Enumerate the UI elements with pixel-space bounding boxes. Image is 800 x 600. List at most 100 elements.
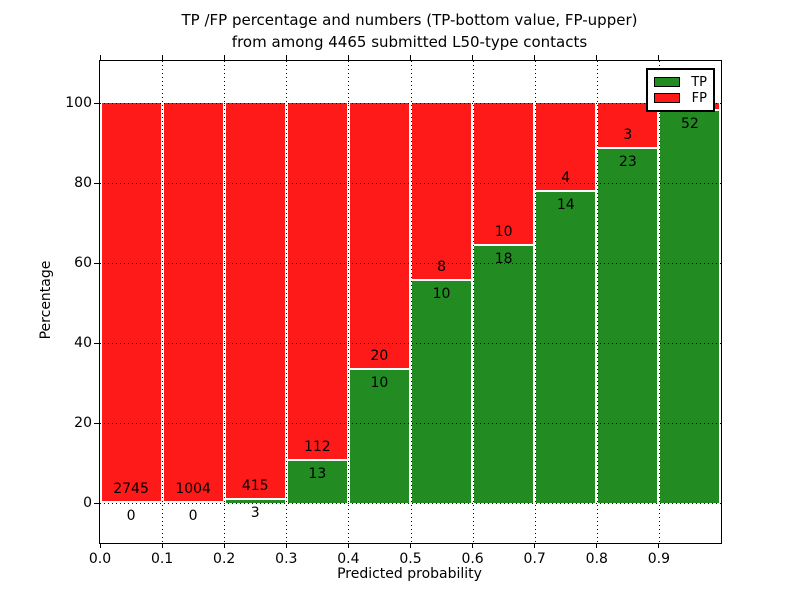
v-gridline	[286, 61, 288, 543]
tp-bar-segment	[536, 191, 596, 503]
legend-label-tp: TP	[691, 74, 707, 90]
x-tick-mark	[161, 55, 163, 60]
x-tick-mark	[347, 55, 349, 60]
v-gridline	[224, 61, 226, 543]
fp-count-label: 3	[623, 127, 633, 144]
x-tick-label: 0.6	[461, 551, 484, 567]
x-tick-mark	[658, 55, 660, 60]
tp-count-label: 23	[618, 154, 637, 171]
tp-bar-segment	[598, 149, 658, 503]
chart-title: TP /FP percentage and numbers (TP-bottom…	[99, 9, 720, 53]
x-tick-mark	[410, 55, 411, 60]
x-tick-mark	[161, 543, 163, 548]
x-tick-label: 0.8	[585, 551, 608, 567]
tp-count-label: 10	[432, 285, 451, 302]
tp-bar-segment	[474, 245, 534, 503]
v-gridline	[596, 61, 598, 543]
x-tick-label: 0.9	[647, 551, 671, 567]
fp-bar-segment	[474, 103, 534, 246]
v-gridline	[472, 61, 474, 543]
v-gridline	[534, 61, 536, 543]
v-gridline	[410, 61, 412, 543]
y-tick-label: 60	[74, 255, 92, 271]
fp-count-label: 415	[241, 478, 269, 495]
fp-bar-segment	[536, 103, 596, 192]
y-tick-mark	[94, 342, 99, 344]
fp-bar-segment	[349, 103, 409, 370]
x-tick-mark	[534, 55, 536, 60]
legend-swatch-fp	[654, 93, 680, 103]
x-tick-mark	[472, 543, 474, 548]
fp-count-label: 2745	[113, 481, 149, 497]
fp-bar-segment	[225, 103, 285, 501]
x-tick-mark	[410, 543, 411, 548]
x-tick-label: 0.7	[523, 551, 546, 567]
tp-bar-segment	[412, 280, 472, 503]
y-tick-label: 80	[74, 175, 92, 191]
x-tick-mark	[347, 543, 349, 548]
tp-count-label: 0	[126, 508, 136, 524]
chart-title-line2: from among 4465 submitted L50-type conta…	[231, 33, 588, 51]
x-tick-mark	[534, 543, 536, 548]
v-gridline	[658, 61, 660, 543]
x-tick-mark	[99, 543, 101, 548]
x-tick-mark	[223, 543, 225, 548]
v-gridline	[162, 61, 164, 543]
x-tick-label: 0.1	[150, 551, 174, 567]
x-tick-label: 0.5	[399, 551, 422, 567]
x-tick-label: 0.0	[88, 551, 112, 567]
fp-count-label: 10	[494, 223, 513, 240]
x-tick-mark	[472, 55, 474, 60]
tp-count-label: 0	[188, 508, 198, 524]
tp-bar-segment	[349, 369, 409, 503]
fp-bar-segment	[163, 103, 223, 503]
y-tick-mark	[94, 102, 99, 104]
legend: TP FP	[646, 68, 715, 112]
chart-title-line1: TP /FP percentage and numbers (TP-bottom…	[181, 11, 638, 29]
tp-count-label: 52	[681, 115, 699, 132]
v-gridline	[348, 61, 350, 543]
x-tick-mark	[285, 543, 287, 548]
y-tick-label: 100	[65, 95, 92, 111]
x-tick-mark	[99, 55, 101, 60]
x-axis-label: Predicted probability	[337, 566, 482, 582]
tp-bar-segment	[660, 110, 720, 503]
fp-bar-segment	[101, 103, 161, 503]
fp-count-label: 1004	[175, 481, 211, 497]
y-tick-mark	[94, 502, 99, 504]
x-tick-label: 0.4	[337, 551, 360, 567]
x-tick-label: 0.2	[213, 551, 236, 567]
x-tick-mark	[285, 55, 287, 60]
fp-count-label: 20	[370, 347, 389, 364]
x-tick-label: 0.3	[275, 551, 298, 567]
y-tick-mark	[94, 422, 99, 424]
fp-count-label: 112	[303, 439, 331, 456]
tp-count-label: 13	[308, 466, 327, 483]
legend-swatch-tp	[654, 77, 680, 87]
x-tick-mark	[658, 543, 660, 548]
tp-count-label: 3	[250, 505, 260, 522]
fp-bar-segment	[412, 103, 472, 281]
fp-bar-segment	[287, 103, 347, 462]
tp-count-label: 18	[494, 250, 513, 267]
tp-bar-segment	[287, 461, 347, 503]
x-tick-mark	[596, 55, 598, 60]
y-tick-label: 20	[74, 415, 92, 431]
tp-bar-segment	[225, 500, 285, 503]
tp-count-label: 10	[370, 374, 389, 391]
legend-row: FP	[654, 92, 707, 105]
y-tick-label: 0	[83, 495, 92, 511]
fp-count-label: 8	[437, 258, 446, 275]
x-tick-mark	[596, 543, 598, 548]
y-tick-mark	[94, 262, 99, 264]
y-axis-label: Percentage	[38, 260, 54, 340]
y-tick-mark	[94, 182, 99, 184]
legend-label-fp: FP	[691, 90, 707, 106]
fp-count-label: 4	[561, 169, 571, 186]
y-tick-label: 40	[74, 335, 92, 351]
plot-area: TP FP 2745 0 1004 0 415 3 112 13 20 10 8 10 10 18 4 14 3 2…	[65, 55, 722, 567]
tp-count-label: 14	[556, 196, 575, 213]
legend-row: TP	[654, 76, 707, 89]
x-tick-mark	[223, 55, 225, 60]
